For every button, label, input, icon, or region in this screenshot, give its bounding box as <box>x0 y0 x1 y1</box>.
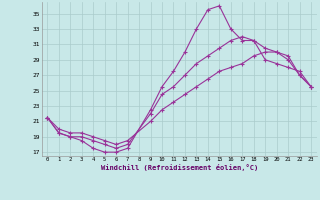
X-axis label: Windchill (Refroidissement éolien,°C): Windchill (Refroidissement éolien,°C) <box>100 164 258 171</box>
